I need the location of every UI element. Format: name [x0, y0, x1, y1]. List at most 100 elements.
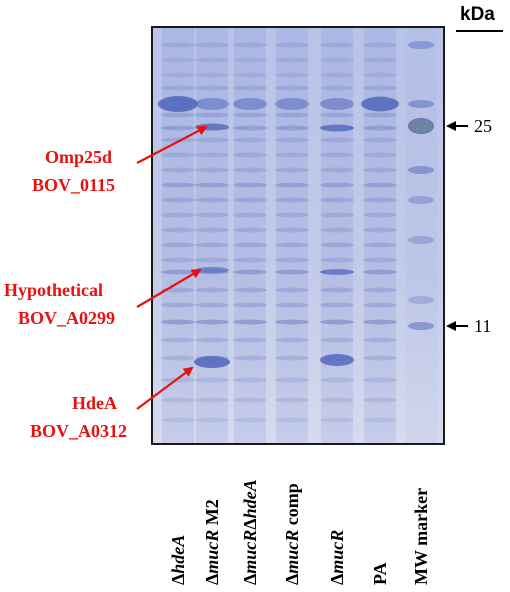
gel-band	[233, 197, 267, 203]
gel-band	[320, 167, 354, 173]
gel-band	[275, 397, 309, 403]
lane-streak	[234, 28, 266, 443]
gel-band	[195, 397, 229, 403]
gel-band	[275, 319, 309, 325]
marker-band	[409, 119, 433, 133]
annotation-hypothetical-locus: BOV_A0299	[18, 308, 115, 328]
gel-band	[363, 182, 397, 188]
gel-band	[363, 42, 397, 48]
gel-band	[161, 212, 195, 218]
gel-band	[161, 302, 195, 308]
gel-band	[233, 227, 267, 233]
lane-label: ΔmucRΔhdeA	[240, 479, 260, 585]
gel-band	[320, 152, 354, 158]
gel-band	[161, 112, 195, 118]
gel-band	[195, 167, 229, 173]
annotation-omp25d-locus: BOV_0115	[32, 175, 115, 195]
gel-band	[233, 42, 267, 48]
lane-streak	[405, 28, 437, 443]
annotation-hdea-locus: BOV_A0312	[30, 421, 127, 441]
gel-band	[363, 257, 397, 263]
gel-band	[320, 337, 354, 343]
gel-band	[320, 354, 354, 366]
lane-streak	[321, 28, 353, 443]
gel-band	[363, 337, 397, 343]
marker-band	[408, 41, 434, 49]
gel-band	[275, 167, 309, 173]
gel-band	[363, 269, 397, 275]
gel-band	[161, 152, 195, 158]
gel-band	[161, 42, 195, 48]
annotation-hdea-name: HdeA	[72, 393, 117, 413]
gel-band	[320, 72, 354, 78]
gel-band	[233, 137, 267, 143]
gel-band	[233, 355, 267, 361]
gel-band	[363, 377, 397, 383]
gel-band	[233, 72, 267, 78]
gel-band	[320, 302, 354, 308]
gel-band	[275, 257, 309, 263]
gel-band	[233, 182, 267, 188]
gel-band	[194, 356, 230, 368]
gel-band	[275, 98, 309, 110]
lane-label: ΔhdeA	[168, 535, 188, 585]
gel-band	[363, 72, 397, 78]
gel-band	[275, 57, 309, 63]
gel-band	[320, 257, 354, 263]
gel-band	[233, 125, 267, 131]
gel-band	[320, 212, 354, 218]
gel-band	[275, 212, 309, 218]
gel-band	[195, 319, 229, 325]
gel-band	[195, 42, 229, 48]
lane-streak	[196, 28, 228, 443]
gel-band	[363, 355, 397, 361]
annotation-omp25d-name: Omp25d	[45, 147, 112, 167]
gel-band	[161, 397, 195, 403]
gel-band	[233, 85, 267, 91]
gel-band	[233, 287, 267, 293]
gel-band	[195, 57, 229, 63]
gel-bands	[158, 28, 437, 443]
marker-band	[408, 236, 434, 244]
marker-25-label: 25	[474, 116, 492, 136]
gel-band	[320, 319, 354, 325]
gel-band	[161, 269, 195, 275]
gel-band	[195, 112, 229, 118]
marker-band	[408, 196, 434, 204]
gel-band	[233, 167, 267, 173]
marker-25: 25	[446, 116, 492, 136]
gel-band	[320, 269, 354, 275]
gel-band	[363, 137, 397, 143]
gel-band	[161, 355, 195, 361]
gel-band	[363, 112, 397, 118]
gel-band	[320, 85, 354, 91]
gel-band	[195, 302, 229, 308]
lane-labels: ΔhdeA ΔmucR M2 ΔmucRΔhdeA ΔmucR comp ΔmucR PA…	[168, 479, 431, 585]
gel-band	[161, 85, 195, 91]
marker-band	[408, 100, 434, 108]
lane-label: MW marker	[411, 488, 431, 585]
gel-band	[195, 417, 229, 423]
gel-band	[161, 197, 195, 203]
gel-band	[363, 287, 397, 293]
gel-band	[275, 125, 309, 131]
gel-band	[233, 377, 267, 383]
annotation-omp25d: Omp25d BOV_0115	[32, 126, 208, 195]
gel-band	[233, 319, 267, 325]
gel-band	[320, 377, 354, 383]
gel-band	[158, 96, 198, 112]
annotation-hdea: HdeA BOV_A0312	[30, 366, 194, 441]
gel-band	[363, 197, 397, 203]
gel-band	[195, 377, 229, 383]
gel-band	[320, 98, 354, 110]
gel-band	[161, 417, 195, 423]
lane-label: ΔmucR comp	[282, 483, 302, 585]
gel-band	[161, 337, 195, 343]
gel-band	[275, 227, 309, 233]
gel-band	[195, 267, 229, 273]
gel-band	[320, 397, 354, 403]
gel-band	[275, 137, 309, 143]
gel-band	[233, 152, 267, 158]
gel-band	[275, 287, 309, 293]
gel-band	[320, 124, 354, 132]
